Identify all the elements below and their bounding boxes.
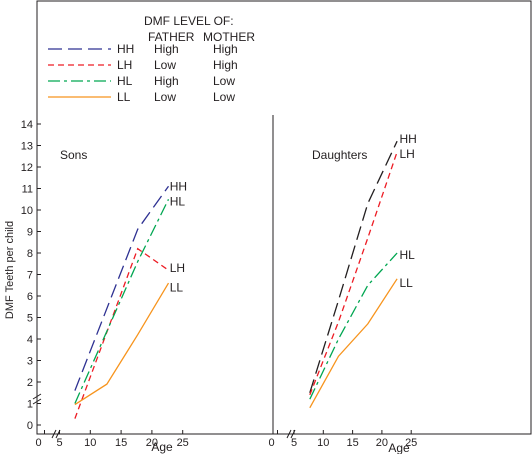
series-line-hl [74, 199, 170, 404]
legend-mother-level: Low [213, 74, 235, 88]
series-end-label: LL [399, 276, 413, 290]
y-tick-label: 10 [21, 205, 33, 217]
series-line-hh [309, 140, 398, 393]
series-end-label: HL [170, 194, 186, 208]
series-end-label: LL [170, 280, 184, 294]
y-axis-break-mark [32, 393, 42, 405]
y-tick-label: 6 [27, 291, 33, 303]
x-tick-label: 5 [291, 437, 297, 449]
legend-code: HL [117, 74, 133, 88]
x-tick-label: 0 [35, 437, 41, 449]
x-tick-label: 15 [115, 437, 127, 449]
legend-code: HH [117, 42, 134, 56]
series-line-lh [309, 151, 398, 396]
y-tick-label: 14 [21, 119, 33, 131]
legend-code: LH [117, 58, 132, 72]
legend-code: LL [117, 90, 131, 104]
sons-panel-title: Sons [60, 148, 87, 162]
chart-frame [36, 0, 532, 435]
series-line-hh [74, 185, 170, 391]
y-tick-label: 8 [27, 248, 33, 260]
legend: DMF LEVEL OF: FATHER MOTHER HH High High LH… [48, 14, 255, 104]
series-line-ll [74, 282, 170, 406]
series-line-ll [309, 278, 398, 409]
series-end-label: HH [399, 132, 416, 146]
daughters-x-axis-label: Age [388, 441, 410, 454]
daughters-panel-title: Daughters [312, 148, 367, 162]
series-end-label: HH [170, 179, 187, 193]
series-end-label: LH [170, 261, 185, 275]
sons-x-axis-label: Age [151, 440, 173, 454]
x-tick-label: 20 [146, 437, 158, 449]
legend-father-level: High [154, 42, 179, 56]
x-tick-label: 25 [177, 437, 189, 449]
y-tick-label: 3 [27, 356, 33, 368]
y-tick-label: 11 [22, 184, 33, 196]
x-tick-label: 10 [317, 437, 329, 449]
legend-header-father: FATHER [148, 30, 195, 44]
y-tick-label: 1 [27, 399, 33, 411]
y-tick-label: 13 [21, 141, 33, 153]
legend-mother-level: High [213, 42, 238, 56]
y-tick-label: 12 [21, 162, 33, 174]
legend-mother-level: Low [213, 90, 235, 104]
x-tick-label: 25 [405, 437, 417, 449]
series-line-lh [74, 247, 169, 419]
x-axis-break-mark [286, 429, 296, 439]
y-tick-label: 7 [27, 270, 33, 282]
x-tick-label: 0 [268, 437, 274, 449]
series-line-hl [309, 252, 398, 400]
series-end-label: HL [399, 248, 415, 262]
x-tick-label: 5 [56, 437, 62, 449]
legend-header: DMF LEVEL OF: [144, 14, 234, 28]
x-tick-label: 20 [376, 437, 388, 449]
legend-father-level: Low [154, 90, 176, 104]
legend-header-mother: MOTHER [203, 30, 255, 44]
legend-father-level: High [154, 74, 179, 88]
legend-mother-level: High [213, 58, 238, 72]
y-tick-label: 4 [27, 334, 33, 346]
legend-father-level: Low [154, 58, 176, 72]
x-axis-break-mark [51, 429, 61, 439]
series-end-label: LH [399, 147, 414, 161]
y-tick-label: 9 [27, 227, 33, 239]
y-tick-label: 0 [27, 420, 33, 432]
y-axis-label: DMF Teeth per child [4, 221, 16, 319]
legend-rows: HH High High LH Low High HL High Low LL Low Low [48, 42, 238, 104]
x-tick-label: 15 [346, 437, 358, 449]
y-tick-label: 2 [27, 377, 33, 389]
x-tick-label: 10 [84, 437, 96, 449]
y-tick-label: 5 [27, 313, 33, 325]
